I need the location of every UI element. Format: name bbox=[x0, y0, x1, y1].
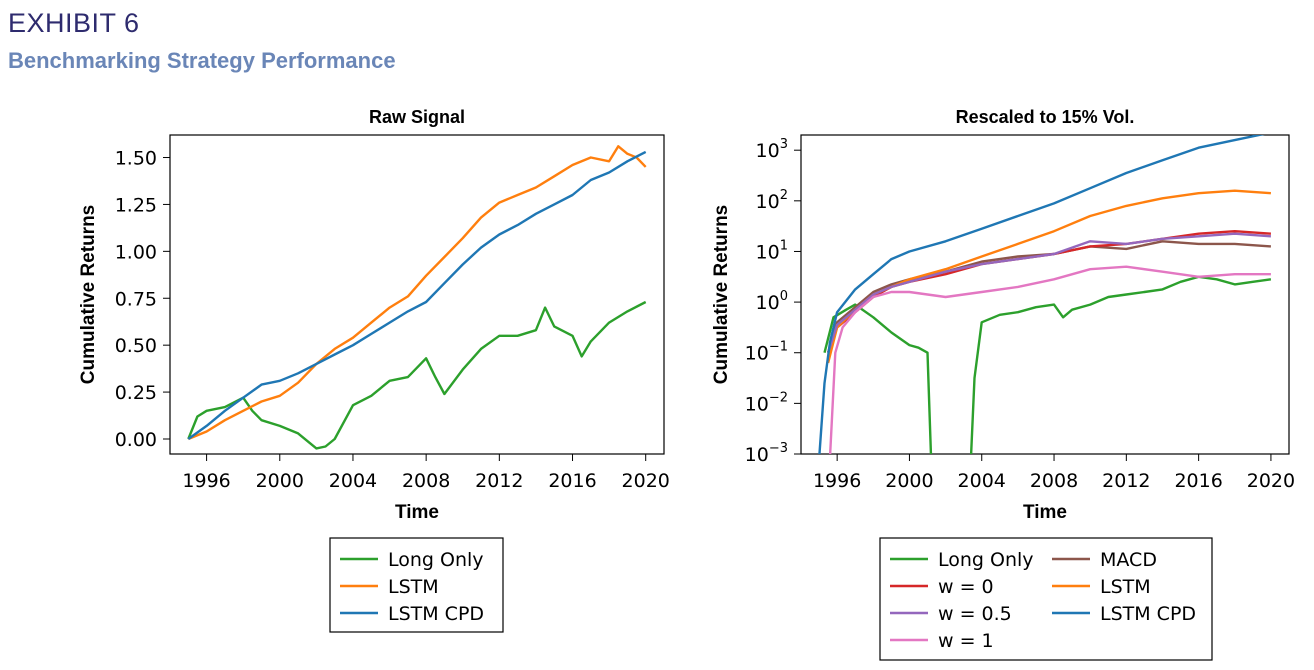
x-tick-label: 2000 bbox=[256, 470, 304, 492]
legend-entry: LSTM bbox=[1100, 576, 1151, 598]
x-tick-label: 2008 bbox=[1030, 470, 1078, 492]
y-tick-exponent: −1 bbox=[769, 340, 788, 355]
y-tick-base: 10 bbox=[756, 241, 780, 263]
series-line-lstm bbox=[187, 145, 647, 441]
series-line-long-only bbox=[823, 303, 933, 454]
right-plot-frame bbox=[800, 134, 1290, 455]
y-tick-label: 1.25 bbox=[115, 194, 157, 216]
x-axis-label: Time bbox=[1023, 502, 1067, 523]
y-tick-exponent: −2 bbox=[769, 390, 788, 405]
legend-entry: LSTM bbox=[388, 576, 439, 598]
left-plot-frame bbox=[169, 134, 665, 455]
y-tick-label: 100 bbox=[756, 289, 788, 314]
y-tick-label: 0.00 bbox=[115, 429, 157, 451]
x-tick-label: 2000 bbox=[885, 470, 933, 492]
legend-entry: Long Only bbox=[938, 549, 1034, 571]
legend-entry: LSTM CPD bbox=[388, 603, 484, 625]
legend-entry: w = 0 bbox=[938, 576, 994, 598]
x-tick-label: 2008 bbox=[402, 470, 450, 492]
y-tick-label: 10−2 bbox=[745, 390, 788, 415]
x-tick-label: 1996 bbox=[813, 470, 861, 492]
x-tick-label: 2012 bbox=[1102, 470, 1150, 492]
legend-entry: LSTM CPD bbox=[1100, 603, 1196, 625]
y-tick-base: 10 bbox=[756, 191, 780, 213]
legend-entry: Long Only bbox=[388, 549, 484, 571]
figure-subtitle: Benchmarking Strategy Performance bbox=[8, 48, 396, 73]
y-tick-label: 101 bbox=[756, 238, 788, 263]
x-tick-label: 2016 bbox=[1174, 470, 1222, 492]
right-chart-title: Rescaled to 15% Vol. bbox=[956, 107, 1135, 127]
x-tick-label: 2016 bbox=[548, 470, 596, 492]
right-series-group bbox=[818, 135, 1272, 454]
y-tick-base: 10 bbox=[756, 292, 780, 314]
y-tick-base: 10 bbox=[745, 343, 769, 365]
left-chart-title: Raw Signal bbox=[369, 107, 465, 127]
series-line-lstm-cpd bbox=[187, 150, 647, 440]
y-tick-exponent: −3 bbox=[769, 441, 788, 456]
x-tick-label: 2020 bbox=[622, 470, 670, 492]
y-tick-label: 103 bbox=[756, 137, 788, 162]
y-tick-label: 1.00 bbox=[115, 241, 157, 263]
y-tick-label: 0.75 bbox=[115, 288, 157, 310]
x-tick-label: 2020 bbox=[1247, 470, 1295, 492]
exhibit-label: EXHIBIT 6 bbox=[8, 8, 140, 38]
y-tick-base: 10 bbox=[745, 393, 769, 415]
y-tick-base: 10 bbox=[745, 444, 769, 466]
x-tick-label: 2004 bbox=[329, 470, 377, 492]
x-axis-label: Time bbox=[395, 502, 439, 523]
y-tick-label: 1.50 bbox=[115, 148, 157, 170]
legend-entry: w = 1 bbox=[938, 630, 994, 652]
y-tick-label: 0.25 bbox=[115, 382, 157, 404]
left-chart-panel: Raw Signal 1996 2000 2004 2008 2012 2016 2020 0.… bbox=[78, 107, 670, 633]
series-line-long-only bbox=[969, 275, 1272, 454]
y-axis-label: Cumulative Returns bbox=[711, 205, 732, 384]
y-tick-base: 10 bbox=[756, 140, 780, 162]
series-line-long-only bbox=[187, 300, 647, 450]
series-line-macd bbox=[826, 240, 1271, 354]
y-tick-label: 10−1 bbox=[745, 340, 788, 365]
right-legend bbox=[879, 537, 1213, 661]
y-tick-exponent: 0 bbox=[780, 289, 788, 304]
legend-entry: MACD bbox=[1100, 549, 1157, 571]
y-tick-label: 0.50 bbox=[115, 335, 157, 357]
y-tick-label: 102 bbox=[756, 188, 788, 213]
series-line-w-0-5 bbox=[826, 232, 1271, 354]
y-tick-exponent: 2 bbox=[780, 188, 788, 203]
y-axis-label: Cumulative Returns bbox=[78, 205, 99, 384]
x-tick-label: 2012 bbox=[475, 470, 523, 492]
y-tick-exponent: 3 bbox=[780, 137, 788, 152]
y-tick-exponent: 1 bbox=[780, 238, 788, 253]
series-line-lstm-cpd bbox=[818, 135, 1265, 454]
right-chart-panel: Rescaled to 15% Vol.1996 2000 2004 2008 2012… bbox=[711, 107, 1295, 661]
legend-entry: w = 0.5 bbox=[938, 603, 1012, 625]
series-line-w-1 bbox=[828, 265, 1271, 454]
x-tick-label: 2004 bbox=[958, 470, 1006, 492]
y-tick-label: 10−3 bbox=[745, 441, 788, 466]
x-tick-label: 1996 bbox=[182, 470, 230, 492]
